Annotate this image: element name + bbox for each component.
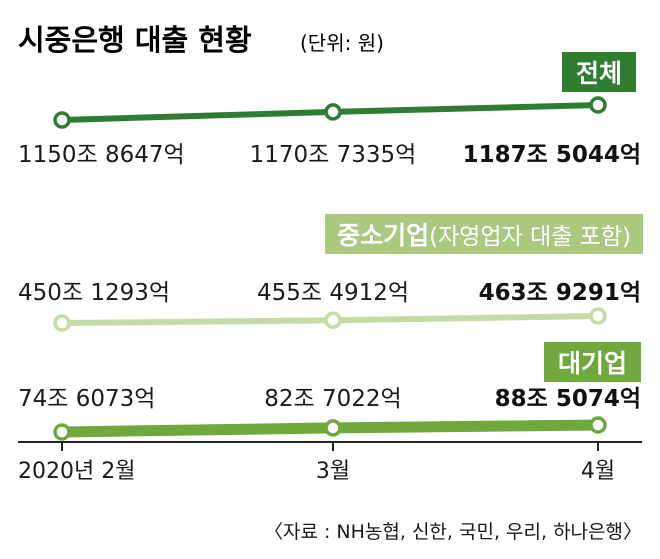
- tick-label: 3월: [316, 459, 350, 484]
- data-point: [324, 311, 342, 330]
- data-point: [589, 416, 607, 434]
- series-badge: [325, 214, 643, 254]
- series-name: 대기업: [558, 349, 627, 378]
- series-large: 74조 6073억 82조 7022억 88조 5074억 대기업: [18, 342, 641, 441]
- series-badge-label: 중소기업(자영업자 대출 포함): [337, 221, 631, 250]
- plot-area: 1150조 8647억 1170조 7335억 1187조 5044억 전체 450조 …: [18, 52, 643, 484]
- tick-label: 2020년 2월: [18, 459, 135, 484]
- data-point: [53, 314, 71, 332]
- data-label: 88조 5074억: [495, 386, 641, 412]
- series-sme: 450조 1293억 455조 4912억 463조 9291억 중소기업(자영업자 …: [18, 214, 643, 332]
- data-label: 1187조 5044억: [463, 142, 641, 168]
- source-note: 〈자료 : NH농협, 신한, 국민, 우리, 하나은행〉: [264, 521, 642, 543]
- data-point: [324, 419, 342, 437]
- series-name-note: (자영업자 대출 포함): [429, 224, 631, 250]
- tick-label: 4월: [581, 459, 615, 484]
- data-point: [324, 103, 342, 121]
- data-point: [53, 423, 71, 441]
- data-label: 450조 1293억: [18, 280, 170, 306]
- data-label: 74조 6073억: [18, 386, 155, 412]
- series-badge: [562, 52, 636, 92]
- data-label: 463조 9291억: [479, 280, 641, 306]
- unit-note: (단위: 원): [300, 31, 384, 55]
- data-point: [589, 307, 607, 325]
- data-point: [53, 111, 71, 129]
- series-name: 전체: [576, 59, 622, 88]
- data-label: 82조 7022억: [264, 386, 401, 412]
- data-label: 1170조 7335억: [250, 142, 417, 168]
- data-label: 1150조 8647억: [18, 142, 185, 168]
- data-point: [589, 96, 607, 114]
- series-badge-label: 대기업: [558, 349, 627, 378]
- x-axis: 2020년 2월 3월 4월: [18, 441, 642, 484]
- chart-title: 시중은행 대출 현황: [18, 23, 252, 57]
- data-label: 455조 4912억: [257, 280, 409, 306]
- series-badge: [544, 342, 641, 382]
- series-badge-label: 전체: [576, 59, 622, 88]
- series-total: 1150조 8647억 1170조 7335억 1187조 5044억 전체: [18, 52, 641, 168]
- series-name: 중소기업: [337, 221, 429, 250]
